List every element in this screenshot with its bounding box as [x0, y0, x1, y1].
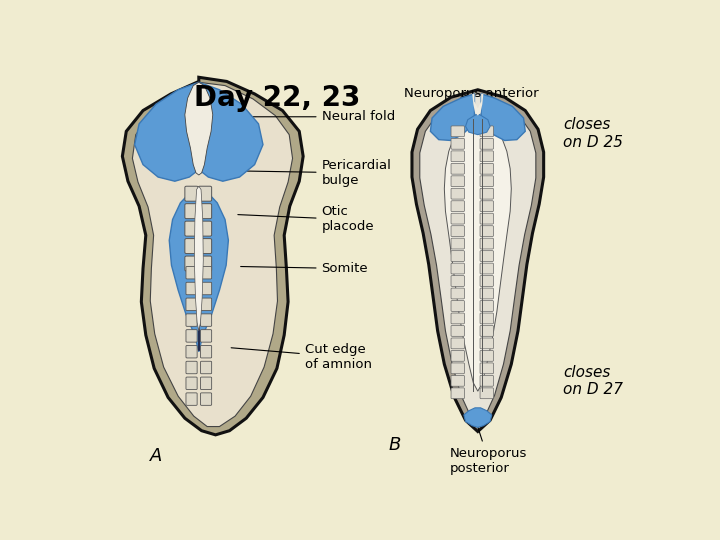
- FancyBboxPatch shape: [480, 388, 493, 399]
- FancyBboxPatch shape: [186, 361, 197, 374]
- Text: Day 22, 23: Day 22, 23: [194, 84, 360, 112]
- Text: Neuroporus anterior: Neuroporus anterior: [404, 87, 539, 100]
- Text: Cut edge
of amnion: Cut edge of amnion: [231, 343, 372, 370]
- FancyBboxPatch shape: [480, 350, 493, 361]
- FancyBboxPatch shape: [451, 301, 464, 312]
- FancyBboxPatch shape: [480, 251, 493, 261]
- FancyBboxPatch shape: [480, 176, 493, 187]
- FancyBboxPatch shape: [186, 314, 197, 326]
- Polygon shape: [194, 186, 203, 331]
- Polygon shape: [464, 408, 492, 427]
- FancyBboxPatch shape: [451, 388, 464, 399]
- Text: closes
on D 27: closes on D 27: [563, 364, 624, 397]
- FancyBboxPatch shape: [451, 263, 464, 274]
- Text: Neural fold: Neural fold: [245, 110, 395, 123]
- Text: Neuroporus
posterior: Neuroporus posterior: [450, 417, 527, 475]
- FancyBboxPatch shape: [480, 226, 493, 237]
- FancyBboxPatch shape: [451, 326, 464, 336]
- FancyBboxPatch shape: [186, 329, 197, 342]
- FancyBboxPatch shape: [480, 151, 493, 161]
- FancyBboxPatch shape: [451, 363, 464, 374]
- FancyBboxPatch shape: [200, 329, 212, 342]
- FancyBboxPatch shape: [451, 138, 464, 149]
- FancyBboxPatch shape: [198, 221, 212, 236]
- FancyBboxPatch shape: [198, 186, 212, 201]
- Polygon shape: [431, 94, 474, 140]
- Polygon shape: [472, 94, 483, 116]
- FancyBboxPatch shape: [451, 176, 464, 187]
- FancyBboxPatch shape: [451, 275, 464, 286]
- FancyBboxPatch shape: [185, 221, 198, 236]
- FancyBboxPatch shape: [200, 393, 212, 406]
- Polygon shape: [466, 114, 490, 134]
- FancyBboxPatch shape: [451, 350, 464, 361]
- FancyBboxPatch shape: [200, 361, 212, 374]
- FancyBboxPatch shape: [200, 298, 212, 310]
- FancyBboxPatch shape: [198, 204, 212, 219]
- Polygon shape: [135, 82, 199, 181]
- Polygon shape: [122, 77, 303, 435]
- FancyBboxPatch shape: [185, 239, 198, 254]
- FancyBboxPatch shape: [480, 288, 493, 299]
- FancyBboxPatch shape: [480, 301, 493, 312]
- FancyBboxPatch shape: [186, 377, 197, 389]
- FancyBboxPatch shape: [451, 251, 464, 261]
- Text: Otic
placode: Otic placode: [238, 206, 374, 233]
- FancyBboxPatch shape: [451, 126, 464, 137]
- FancyBboxPatch shape: [200, 314, 212, 326]
- FancyBboxPatch shape: [185, 256, 198, 271]
- FancyBboxPatch shape: [480, 126, 493, 137]
- FancyBboxPatch shape: [451, 226, 464, 237]
- FancyBboxPatch shape: [480, 188, 493, 199]
- FancyBboxPatch shape: [451, 213, 464, 224]
- FancyBboxPatch shape: [451, 163, 464, 174]
- FancyBboxPatch shape: [480, 375, 493, 386]
- FancyBboxPatch shape: [451, 188, 464, 199]
- Polygon shape: [444, 114, 511, 391]
- Text: Somite: Somite: [240, 262, 368, 275]
- FancyBboxPatch shape: [480, 363, 493, 374]
- Text: B: B: [389, 436, 401, 454]
- FancyBboxPatch shape: [480, 238, 493, 249]
- FancyBboxPatch shape: [185, 204, 198, 219]
- Polygon shape: [185, 82, 213, 175]
- FancyBboxPatch shape: [480, 163, 493, 174]
- FancyBboxPatch shape: [480, 275, 493, 286]
- FancyBboxPatch shape: [185, 186, 198, 201]
- FancyBboxPatch shape: [186, 393, 197, 406]
- FancyBboxPatch shape: [200, 282, 212, 295]
- Polygon shape: [199, 82, 263, 181]
- FancyBboxPatch shape: [480, 338, 493, 349]
- Polygon shape: [420, 94, 536, 423]
- Polygon shape: [169, 187, 228, 352]
- FancyBboxPatch shape: [451, 288, 464, 299]
- FancyBboxPatch shape: [480, 138, 493, 149]
- FancyBboxPatch shape: [480, 201, 493, 212]
- FancyBboxPatch shape: [186, 266, 197, 279]
- FancyBboxPatch shape: [451, 375, 464, 386]
- FancyBboxPatch shape: [200, 377, 212, 389]
- FancyBboxPatch shape: [198, 256, 212, 271]
- Text: Pericardial
bulge: Pericardial bulge: [235, 159, 392, 187]
- FancyBboxPatch shape: [186, 298, 197, 310]
- FancyBboxPatch shape: [186, 346, 197, 358]
- FancyBboxPatch shape: [451, 151, 464, 161]
- FancyBboxPatch shape: [451, 338, 464, 349]
- Polygon shape: [132, 82, 292, 427]
- FancyBboxPatch shape: [480, 313, 493, 324]
- FancyBboxPatch shape: [480, 263, 493, 274]
- FancyBboxPatch shape: [451, 313, 464, 324]
- Polygon shape: [481, 94, 526, 140]
- Text: A: A: [150, 447, 163, 464]
- FancyBboxPatch shape: [200, 346, 212, 358]
- FancyBboxPatch shape: [451, 201, 464, 212]
- FancyBboxPatch shape: [480, 213, 493, 224]
- FancyBboxPatch shape: [200, 266, 212, 279]
- FancyBboxPatch shape: [186, 282, 197, 295]
- FancyBboxPatch shape: [198, 239, 212, 254]
- FancyBboxPatch shape: [451, 238, 464, 249]
- FancyBboxPatch shape: [480, 326, 493, 336]
- Text: closes
on D 25: closes on D 25: [563, 117, 624, 150]
- Polygon shape: [412, 90, 544, 431]
